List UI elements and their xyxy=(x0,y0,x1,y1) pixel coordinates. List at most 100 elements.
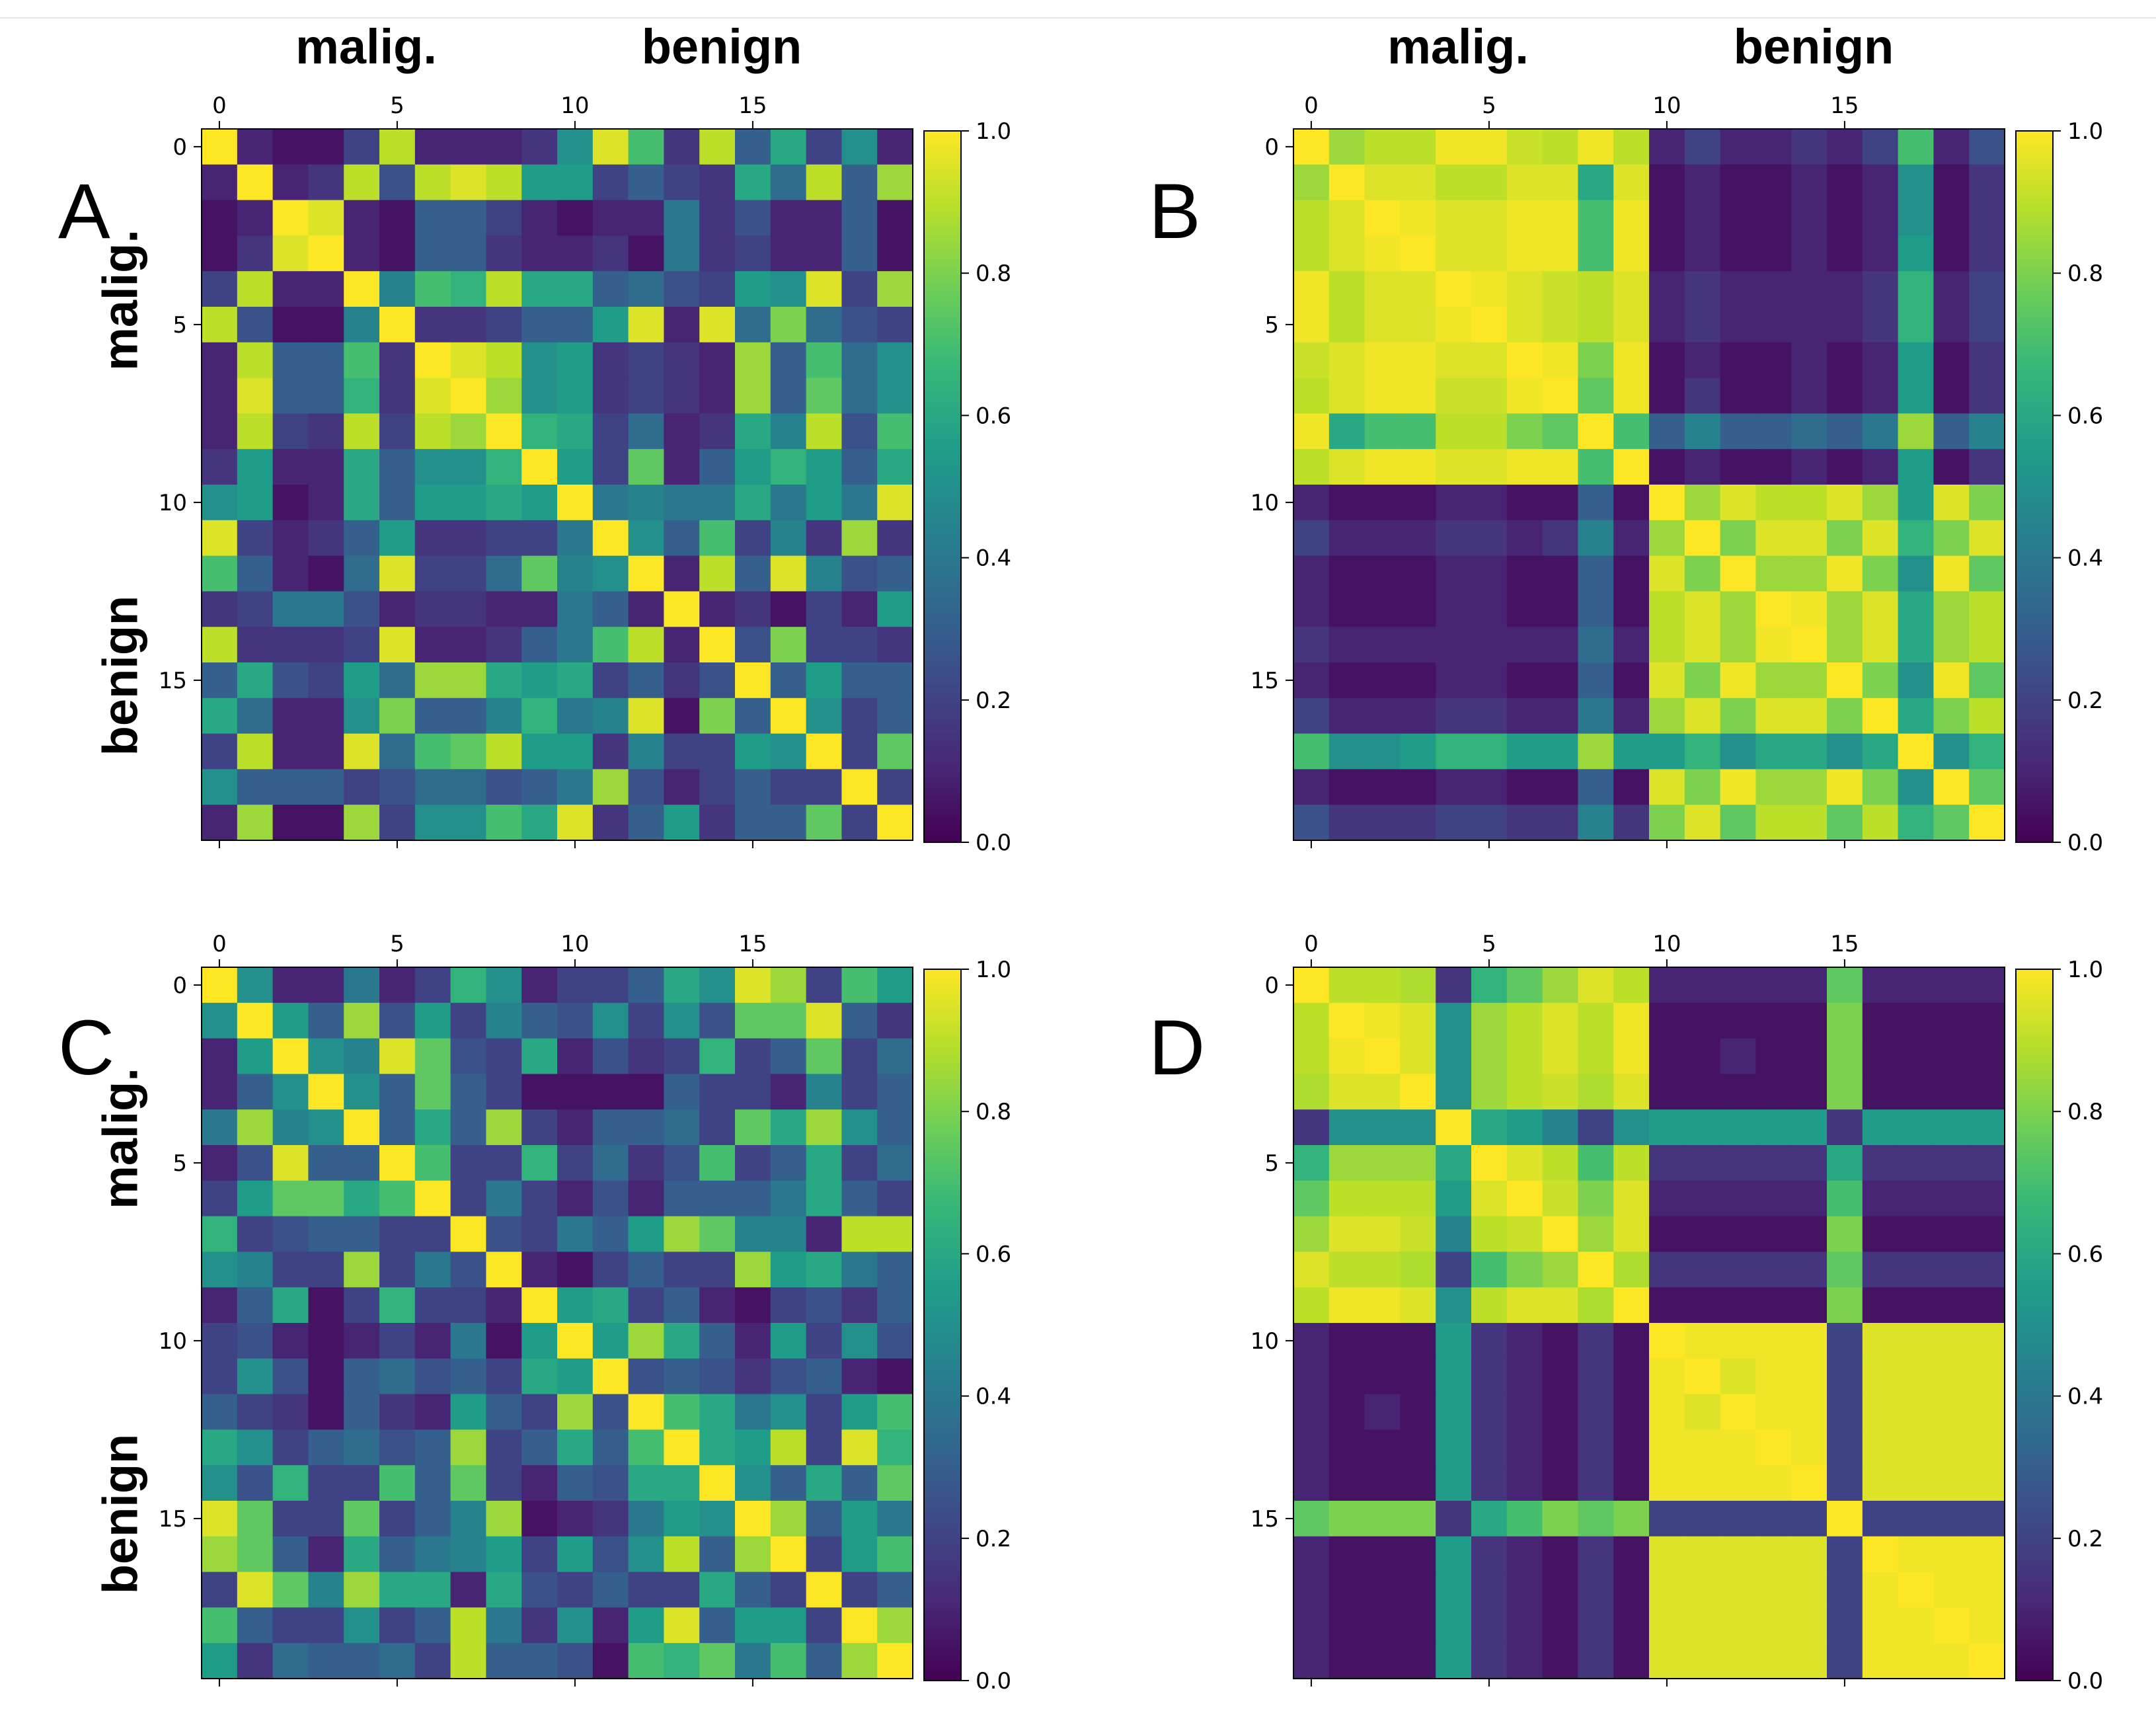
heatmap-cell xyxy=(592,697,629,735)
heatmap-cell xyxy=(414,769,451,805)
heatmap-cell xyxy=(272,769,309,805)
heatmap-cell xyxy=(1720,1038,1756,1074)
heatmap-cell xyxy=(308,1429,344,1466)
heatmap-cell xyxy=(664,520,700,557)
heatmap-cell xyxy=(664,1465,700,1501)
heatmap-cell xyxy=(237,1643,274,1679)
heatmap-cell xyxy=(1578,967,1614,1004)
heatmap-cell xyxy=(379,1109,416,1146)
heatmap-cell xyxy=(557,1002,594,1039)
heatmap-cell xyxy=(557,307,594,343)
heatmap-cell xyxy=(770,1002,807,1039)
heatmap-cell xyxy=(1293,733,1330,770)
heatmap-cell xyxy=(1898,1323,1934,1359)
top-group-label: malig. xyxy=(1387,19,1529,74)
heatmap-cell xyxy=(1542,1109,1578,1146)
heatmap-cell xyxy=(1328,271,1366,307)
heatmap-cell xyxy=(1969,164,2005,201)
heatmap-cell xyxy=(1578,1002,1614,1039)
heatmap-cell xyxy=(344,967,380,1004)
heatmap-cell xyxy=(699,967,736,1004)
heatmap-cell xyxy=(1542,1536,1578,1573)
heatmap-cell xyxy=(806,1074,842,1110)
heatmap-cell xyxy=(1649,1180,1685,1217)
heatmap-cell xyxy=(841,1465,878,1501)
heatmap-cell xyxy=(1506,1145,1543,1181)
heatmap-cell xyxy=(1969,662,2005,699)
heatmap-cell xyxy=(806,200,842,236)
heatmap-cell xyxy=(1578,1180,1614,1217)
heatmap-cell xyxy=(1898,555,1934,592)
heatmap-cell xyxy=(1933,342,1970,379)
heatmap-cell xyxy=(1436,200,1472,236)
heatmap-cell xyxy=(1862,129,1899,165)
heatmap-cell xyxy=(1400,1145,1436,1181)
heatmap-cell xyxy=(1506,235,1543,272)
heatmap-cell xyxy=(450,485,486,521)
heatmap-cell xyxy=(1578,271,1614,307)
heatmap-cell xyxy=(308,1216,344,1252)
heatmap-cell xyxy=(486,1109,522,1146)
heatmap-cell xyxy=(1471,1572,1508,1608)
x-tick-label: 5 xyxy=(390,931,404,957)
heatmap-cell xyxy=(664,129,700,165)
heatmap-cell xyxy=(344,1607,380,1644)
heatmap-cell xyxy=(735,1643,771,1679)
heatmap-cell xyxy=(486,342,522,379)
panel-label: A xyxy=(58,168,110,255)
heatmap-cell xyxy=(272,1572,309,1608)
colorbar-tick-label: 0.2 xyxy=(976,688,1011,714)
heatmap-cell xyxy=(1293,520,1330,557)
heatmap-cell xyxy=(1898,200,1934,236)
heatmap-cell xyxy=(1364,271,1401,307)
heatmap-cell xyxy=(202,555,238,592)
heatmap-cell xyxy=(1933,200,1970,236)
heatmap-cell xyxy=(699,1643,736,1679)
heatmap-cell xyxy=(1542,1607,1578,1644)
heatmap-cell xyxy=(1755,1038,1792,1074)
heatmap-cell xyxy=(806,967,842,1004)
heatmap-cell xyxy=(735,342,771,379)
colorbar-tick-label: 0.8 xyxy=(976,260,1011,287)
heatmap-cell xyxy=(1613,805,1650,841)
heatmap-cell xyxy=(1328,449,1366,485)
heatmap-cell xyxy=(841,1074,878,1110)
heatmap-cell xyxy=(1649,769,1685,805)
heatmap-cell xyxy=(1436,697,1472,735)
heatmap-cell xyxy=(1542,1643,1578,1679)
heatmap-cell xyxy=(1791,1358,1828,1395)
heatmap-cell xyxy=(1613,342,1650,379)
x-tick-label: 15 xyxy=(1830,93,1859,119)
heatmap-cell xyxy=(1791,555,1828,592)
heatmap-cell xyxy=(1791,1180,1828,1217)
heatmap-cell xyxy=(806,733,842,770)
heatmap-cell xyxy=(628,1607,664,1644)
heatmap-cell xyxy=(1542,1074,1578,1110)
heatmap-cell xyxy=(1933,1074,1970,1110)
heatmap-cell xyxy=(770,967,807,1004)
heatmap-cell xyxy=(379,1429,416,1466)
heatmap-cell xyxy=(1933,1287,1970,1324)
y-tick-label: 10 xyxy=(159,490,187,516)
heatmap-cell xyxy=(1436,591,1472,627)
heatmap-cell xyxy=(664,555,700,592)
heatmap-cell xyxy=(1969,1323,2005,1359)
heatmap-cell xyxy=(1969,378,2005,414)
heatmap-cell xyxy=(202,235,238,272)
heatmap-cell xyxy=(1328,1607,1366,1644)
heatmap-cell xyxy=(1649,627,1685,663)
heatmap-cell xyxy=(1328,1216,1366,1252)
heatmap-cell xyxy=(1791,342,1828,379)
heatmap-cell xyxy=(1898,1074,1934,1110)
heatmap-cell xyxy=(1578,1216,1614,1252)
colorbar-tick-label: 0.0 xyxy=(976,830,1011,856)
heatmap-cell xyxy=(664,1002,700,1039)
heatmap-cell xyxy=(1364,1358,1401,1395)
heatmap-cell xyxy=(699,662,736,699)
heatmap-cell xyxy=(1436,1607,1472,1644)
heatmap-cell xyxy=(770,1145,807,1181)
heatmap-cell xyxy=(1684,733,1721,770)
heatmap-cell xyxy=(699,520,736,557)
heatmap-cell xyxy=(699,733,736,770)
heatmap-cell xyxy=(1827,1074,1863,1110)
